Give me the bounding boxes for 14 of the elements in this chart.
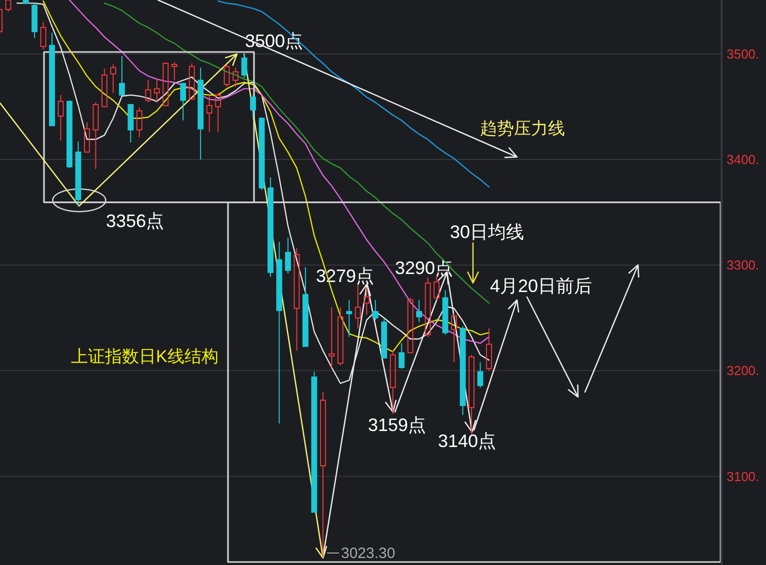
annotation: 3140点 <box>438 431 496 451</box>
annotation: 3159点 <box>368 415 426 435</box>
y-tick-label: 3500. <box>726 46 760 62</box>
y-tick-label: 3300. <box>726 258 760 273</box>
annotation: 4月20日前后 <box>490 276 592 296</box>
text: 上证指数日K线结构 <box>71 347 218 366</box>
annotation: 30日均线 <box>450 222 524 242</box>
annotation: 趋势压力线 <box>480 119 565 138</box>
annotation: 3023.30 <box>341 545 396 562</box>
y-tick-label: 3400. <box>726 152 760 167</box>
y-tick-label: 3100. <box>726 468 760 484</box>
y-tick-label: 3200. <box>726 363 760 378</box>
annotation: 3500点 <box>245 31 304 51</box>
annotation: 3356点 <box>106 211 164 231</box>
